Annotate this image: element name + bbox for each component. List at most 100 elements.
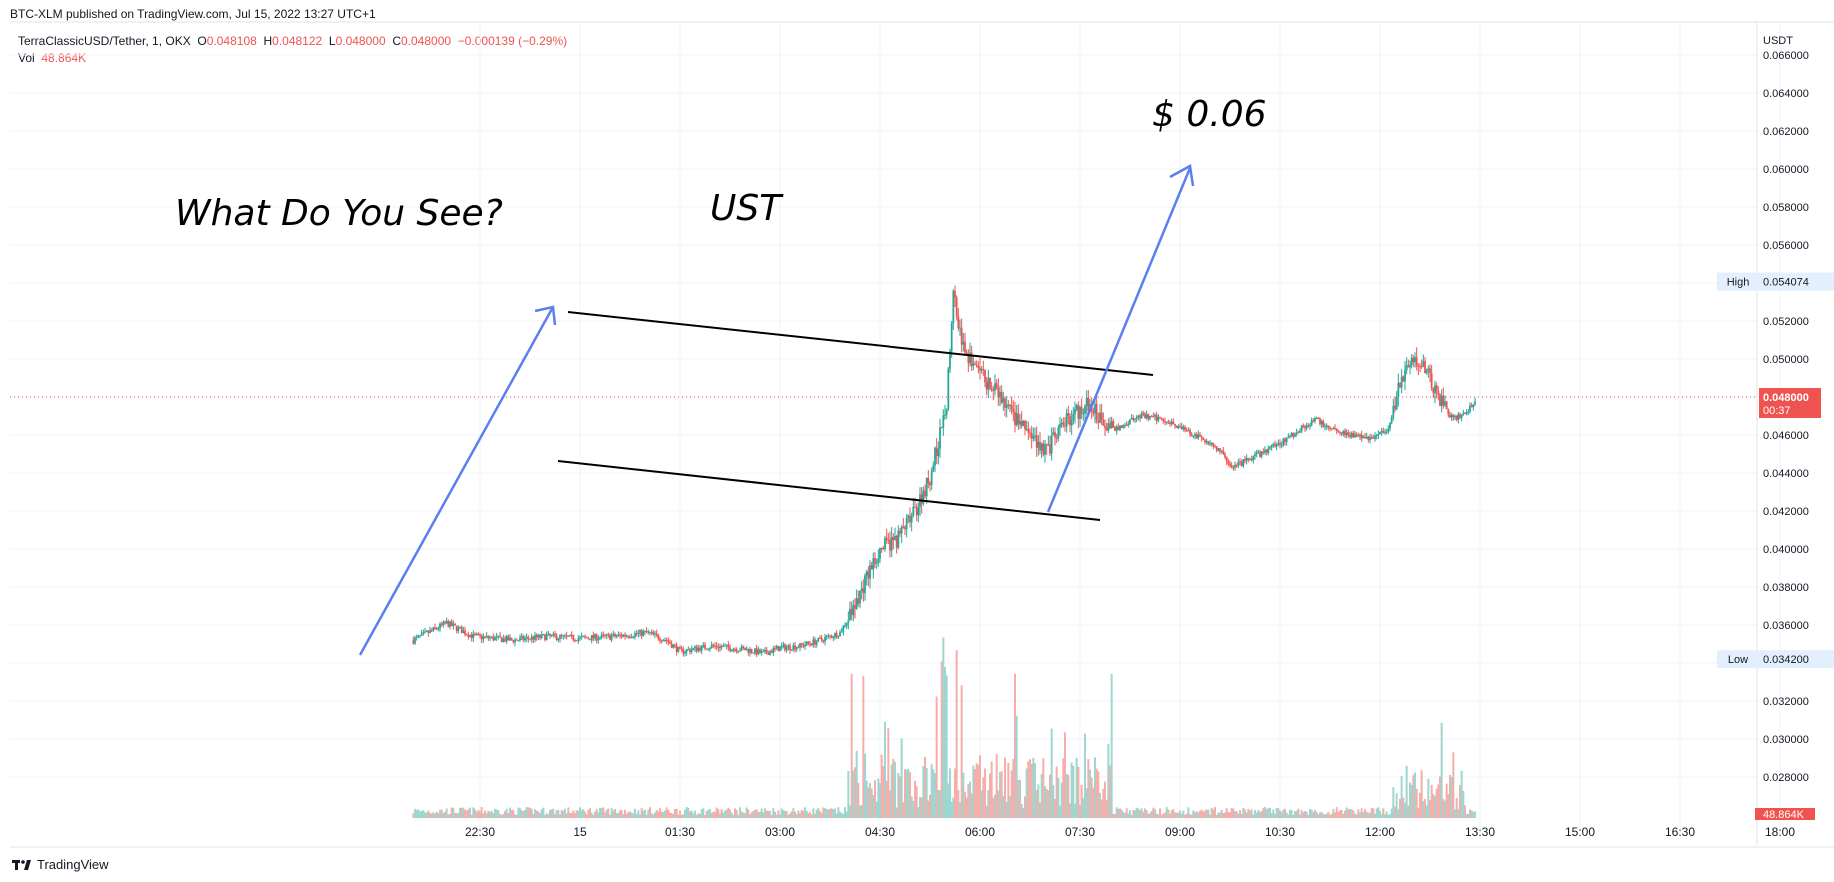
volume-bar bbox=[584, 811, 586, 818]
candle-body bbox=[1385, 431, 1388, 433]
volume-bar bbox=[1469, 809, 1471, 818]
volume-bar bbox=[735, 809, 738, 818]
volume-bar bbox=[1130, 814, 1133, 818]
volume-bar bbox=[952, 797, 955, 818]
volume-bar bbox=[982, 777, 985, 818]
candle-body bbox=[1065, 413, 1068, 427]
candle-body bbox=[1324, 426, 1326, 428]
candle-body bbox=[609, 634, 611, 640]
volume-bar bbox=[550, 809, 553, 818]
volume-bar bbox=[832, 809, 835, 818]
candle-body bbox=[1000, 391, 1003, 403]
volume-bar bbox=[414, 808, 416, 818]
candle-body bbox=[785, 647, 788, 651]
volume-bar bbox=[575, 809, 578, 818]
candle-body bbox=[469, 634, 471, 637]
volume-bar bbox=[747, 809, 750, 818]
volume-bar bbox=[1214, 807, 1216, 818]
volume-bar bbox=[889, 790, 891, 818]
volume-bar bbox=[504, 811, 506, 818]
volume-bar bbox=[897, 773, 900, 818]
volume-bar bbox=[807, 813, 810, 818]
candle-body bbox=[754, 648, 756, 654]
volume-bar bbox=[517, 807, 520, 818]
volume-bar bbox=[767, 810, 770, 818]
volume-bar bbox=[545, 813, 548, 818]
candle-body bbox=[489, 637, 491, 639]
volume-bar bbox=[690, 810, 693, 818]
symbol-title[interactable]: TerraClassicUSD/Tether, 1, OKX bbox=[18, 34, 191, 48]
volume-bar bbox=[775, 814, 778, 818]
volume-bar bbox=[1245, 812, 1248, 818]
volume-bar bbox=[1140, 808, 1143, 818]
candle-body bbox=[635, 633, 638, 635]
volume-bar bbox=[1235, 811, 1238, 818]
volume-bar bbox=[759, 811, 761, 818]
candle-body bbox=[1067, 413, 1070, 417]
volume-bar bbox=[1259, 811, 1261, 818]
candle-body bbox=[665, 640, 668, 642]
candle-body bbox=[582, 636, 585, 638]
candle-body bbox=[570, 634, 573, 636]
volume-bar bbox=[697, 813, 700, 818]
volume-bar bbox=[625, 813, 628, 818]
candle-body bbox=[779, 646, 781, 652]
volume-bar bbox=[1367, 812, 1370, 818]
volume-bar bbox=[585, 814, 588, 818]
volume-bar bbox=[1470, 810, 1473, 818]
candle-body bbox=[1032, 436, 1035, 439]
candle-body bbox=[549, 633, 551, 636]
volume-bar bbox=[705, 810, 708, 818]
candle-body bbox=[529, 638, 531, 640]
volume-bar bbox=[514, 814, 516, 818]
candle-body bbox=[520, 636, 523, 638]
candle-body bbox=[899, 530, 901, 534]
candle-body bbox=[1037, 441, 1040, 448]
candle-body bbox=[1182, 426, 1185, 429]
volume-bar bbox=[1189, 814, 1191, 818]
candle-body bbox=[730, 650, 733, 652]
candle-body bbox=[1474, 401, 1476, 405]
volume-bar bbox=[922, 766, 925, 818]
volume-bar bbox=[1377, 807, 1380, 818]
volume-bar bbox=[1315, 811, 1318, 818]
volume-bar bbox=[615, 813, 618, 818]
candle-body bbox=[604, 634, 606, 636]
candle-body bbox=[770, 651, 773, 653]
volume-bar bbox=[704, 814, 706, 818]
candle-body bbox=[1117, 426, 1120, 430]
candle-body bbox=[1235, 465, 1238, 467]
candle-body bbox=[945, 409, 948, 415]
candle-body bbox=[1147, 414, 1150, 419]
volume-bar bbox=[1132, 809, 1135, 818]
candle-body bbox=[1299, 431, 1301, 433]
candle-body bbox=[1205, 441, 1208, 443]
candle-body bbox=[600, 634, 603, 638]
volume-bar bbox=[1247, 809, 1250, 818]
volume-bar bbox=[844, 807, 846, 818]
volume-bar bbox=[544, 814, 546, 818]
candle-body bbox=[499, 635, 501, 638]
volume-bar bbox=[535, 810, 538, 818]
volume-bar bbox=[912, 800, 915, 818]
volume-bar bbox=[587, 809, 590, 818]
candle-body bbox=[532, 636, 535, 640]
volume-bar bbox=[782, 810, 785, 818]
candle-body bbox=[974, 363, 976, 365]
candle-body bbox=[994, 383, 996, 391]
candle-body bbox=[792, 645, 795, 650]
candle-body bbox=[1447, 409, 1450, 415]
low-badge-label: Low bbox=[1728, 654, 1748, 666]
candle-body bbox=[1315, 418, 1318, 420]
volume-bar bbox=[577, 810, 580, 818]
candle-body bbox=[569, 634, 571, 637]
candle-body bbox=[964, 341, 966, 353]
candle-body bbox=[637, 632, 640, 634]
volume-bar bbox=[719, 813, 721, 818]
candle-body bbox=[1415, 357, 1418, 366]
volume-bar bbox=[1290, 810, 1293, 818]
volume-bar bbox=[527, 807, 530, 818]
candle-body bbox=[937, 448, 940, 457]
tradingview-brand[interactable]: TradingView bbox=[12, 857, 109, 872]
